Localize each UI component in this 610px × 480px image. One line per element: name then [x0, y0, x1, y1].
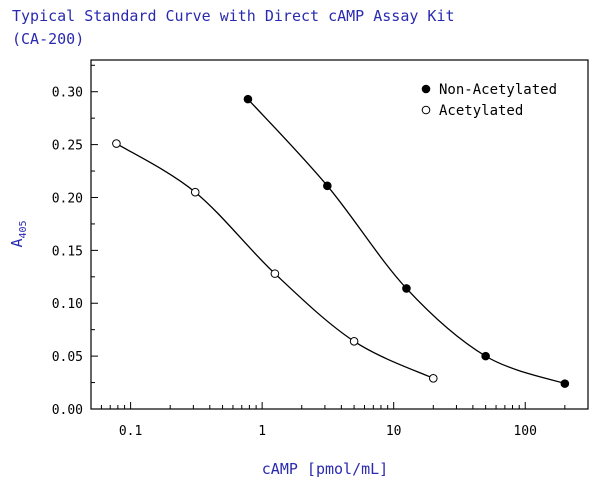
data-point-acetylated: [349, 337, 359, 346]
chart-title: Typical Standard Curve with Direct cAMP …: [12, 7, 455, 25]
series-lines: [116, 98, 566, 385]
x-axis-label: cAMP [pmol/mL]: [262, 460, 388, 478]
y-axis-label-subscript: 405: [18, 220, 29, 238]
data-point-acetylated: [190, 187, 200, 197]
y-axis-label: A405: [8, 220, 29, 247]
data-point-non-acetylated: [481, 351, 490, 361]
x-tick-label: 1: [258, 424, 266, 439]
y-tick-label: 0.00: [52, 403, 83, 418]
y-tick-label: 0.20: [52, 191, 83, 206]
data-point-non-acetylated: [323, 181, 332, 191]
data-point-acetylated: [270, 269, 280, 278]
chart-subtitle: (CA-200): [12, 30, 85, 48]
x-axis: 0.1 1 10 100: [90, 402, 589, 439]
x-tick-label: 100: [513, 424, 536, 439]
y-axis-label-main: A: [8, 239, 26, 248]
series-line-acetylated: [116, 142, 434, 379]
svg-text:A405: A405: [8, 220, 29, 247]
data-point-non-acetylated: [560, 379, 570, 388]
x-tick-label: 10: [386, 424, 402, 439]
y-tick-label: 0.05: [52, 350, 83, 365]
data-points: [112, 94, 570, 388]
y-tick-label: 0.30: [52, 86, 83, 101]
legend-label-acetylated: Acetylated: [439, 103, 523, 119]
series-line-non-acetylated: [247, 98, 566, 385]
legend-marker-non-acetylated: [421, 84, 431, 94]
legend-label-non-acetylated: Non-Acetylated: [439, 82, 557, 98]
y-tick-label: 0.15: [52, 244, 83, 259]
data-point-non-acetylated: [243, 94, 253, 104]
data-point-acetylated: [428, 374, 438, 383]
data-point-non-acetylated: [402, 284, 411, 293]
y-tick-label: 0.10: [52, 297, 83, 312]
x-tick-label: 0.1: [119, 424, 142, 439]
data-point-acetylated: [112, 139, 121, 148]
plot-frame: [90, 59, 589, 410]
y-axis: 0.00 0.05 0.10 0.15 0.20 0.25 0.30: [52, 64, 98, 418]
y-tick-label: 0.25: [52, 139, 83, 154]
legend: Non-Acetylated Acetylated: [421, 82, 557, 119]
legend-marker-acetylated: [421, 105, 431, 115]
